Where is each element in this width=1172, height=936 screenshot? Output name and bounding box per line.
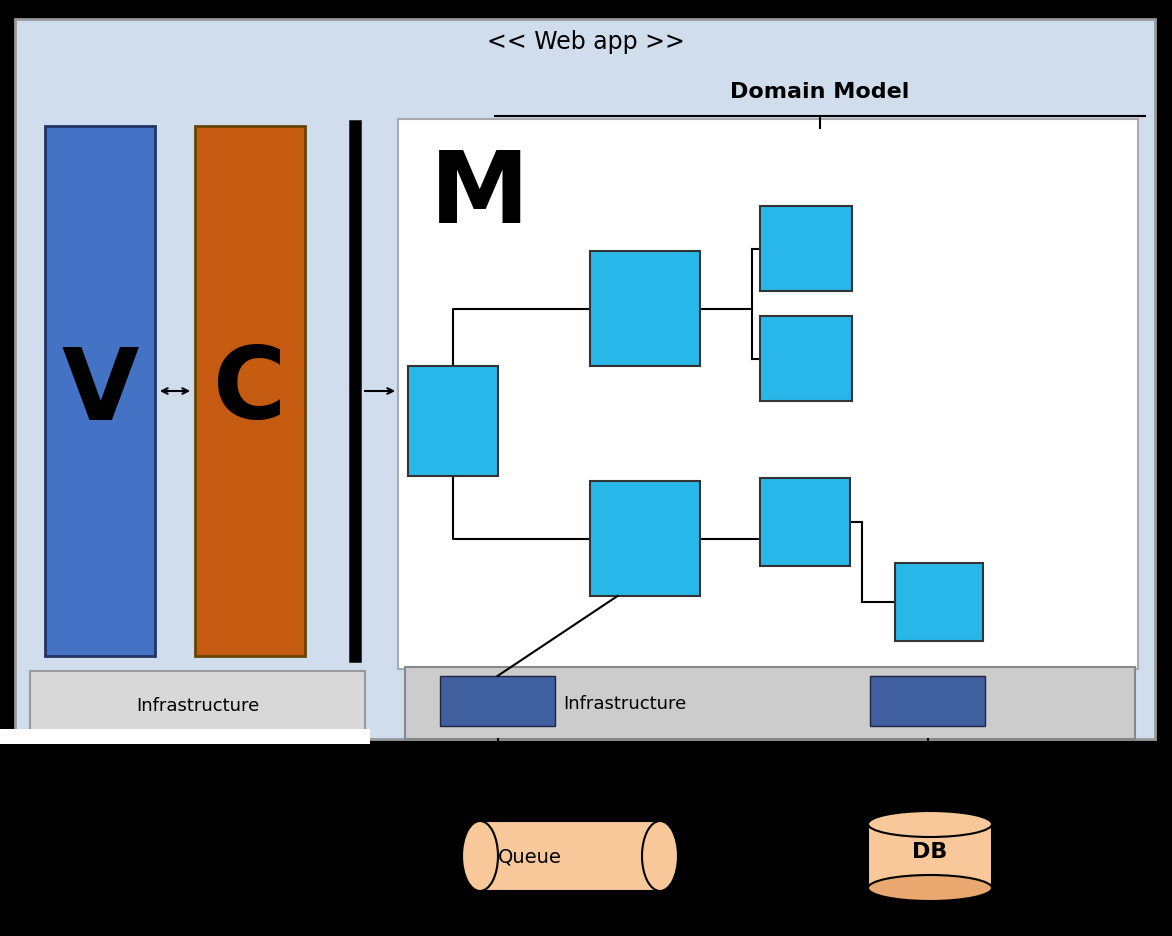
FancyBboxPatch shape — [759, 478, 850, 566]
Text: Domain Model: Domain Model — [730, 82, 909, 102]
FancyBboxPatch shape — [759, 316, 852, 402]
Ellipse shape — [868, 812, 992, 837]
FancyBboxPatch shape — [759, 207, 852, 292]
Text: << Web app >>: << Web app >> — [488, 30, 684, 54]
FancyBboxPatch shape — [870, 677, 984, 726]
FancyBboxPatch shape — [590, 252, 700, 367]
FancyBboxPatch shape — [15, 20, 1154, 739]
FancyBboxPatch shape — [895, 563, 983, 641]
Text: DB: DB — [912, 841, 948, 861]
FancyBboxPatch shape — [590, 481, 700, 596]
FancyBboxPatch shape — [440, 677, 556, 726]
FancyBboxPatch shape — [868, 824, 992, 888]
FancyBboxPatch shape — [481, 821, 660, 891]
Ellipse shape — [462, 821, 498, 891]
Ellipse shape — [642, 821, 677, 891]
FancyBboxPatch shape — [195, 127, 305, 656]
Text: C: C — [213, 344, 287, 440]
FancyBboxPatch shape — [30, 671, 364, 739]
FancyBboxPatch shape — [0, 729, 370, 744]
Text: Queue: Queue — [498, 846, 561, 866]
Text: Infrastructure: Infrastructure — [563, 695, 687, 712]
FancyBboxPatch shape — [398, 120, 1138, 669]
FancyBboxPatch shape — [45, 127, 155, 656]
Text: Infrastructure: Infrastructure — [136, 696, 259, 714]
Text: M: M — [430, 147, 530, 243]
Text: V: V — [61, 344, 138, 440]
Ellipse shape — [868, 875, 992, 901]
FancyBboxPatch shape — [408, 367, 498, 476]
FancyBboxPatch shape — [406, 667, 1134, 739]
